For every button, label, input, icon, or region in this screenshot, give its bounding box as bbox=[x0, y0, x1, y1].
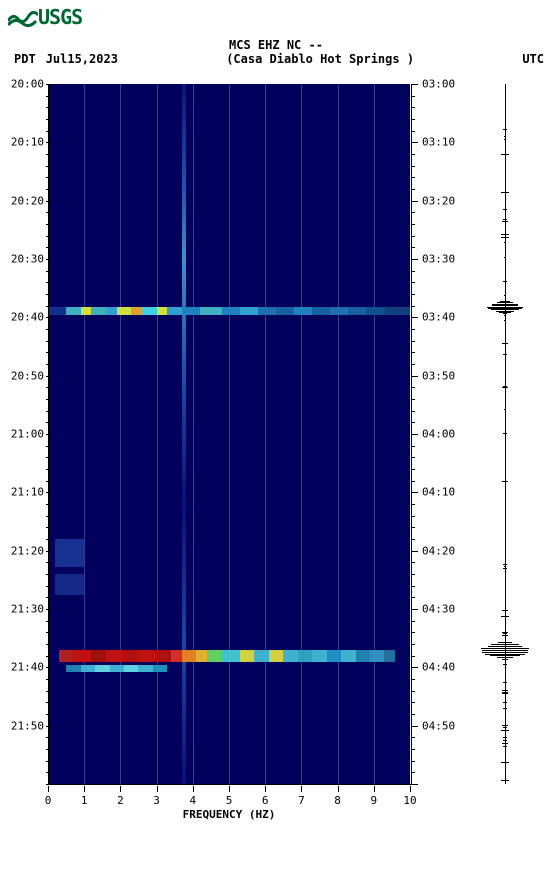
trace-burst bbox=[490, 655, 520, 656]
ytick-utc: 04:20 bbox=[422, 544, 455, 557]
usgs-logo: USGS bbox=[8, 4, 98, 30]
xtick: 8 bbox=[334, 794, 341, 807]
seismic-event-band bbox=[48, 307, 410, 315]
ytick-utc: 03:30 bbox=[422, 253, 455, 266]
ytick-utc: 04:10 bbox=[422, 486, 455, 499]
noise-patch bbox=[55, 574, 84, 595]
xtick: 6 bbox=[262, 794, 269, 807]
seismogram-trace bbox=[470, 84, 540, 784]
ytick-utc: 03:50 bbox=[422, 369, 455, 382]
spectrogram-canvas bbox=[48, 84, 410, 784]
ytick-utc: 04:50 bbox=[422, 719, 455, 732]
header-row: PDT Jul15,2023 (Casa Diablo Hot Springs … bbox=[14, 52, 544, 66]
spectrogram-plot bbox=[48, 84, 410, 784]
seismic-event-band bbox=[48, 665, 410, 672]
usgs-wave-icon bbox=[8, 7, 38, 27]
trace-burst bbox=[485, 654, 525, 655]
ytick-pdt: 21:50 bbox=[11, 719, 44, 732]
chart-title: MCS EHZ NC -- bbox=[0, 38, 552, 52]
ytick-pdt: 21:30 bbox=[11, 603, 44, 616]
gridline bbox=[84, 84, 85, 784]
gridline bbox=[265, 84, 266, 784]
xtick: 5 bbox=[226, 794, 233, 807]
ytick-utc: 04:30 bbox=[422, 603, 455, 616]
gridline bbox=[301, 84, 302, 784]
y-axis-left-pdt: 20:0020:1020:2020:3020:4020:5021:0021:10… bbox=[0, 84, 46, 784]
trace-burst bbox=[488, 646, 522, 647]
ytick-pdt: 20:00 bbox=[11, 78, 44, 91]
tz-left-label: PDT bbox=[14, 52, 36, 66]
trace-burst bbox=[491, 644, 520, 645]
ytick-pdt: 20:30 bbox=[11, 253, 44, 266]
gridline bbox=[338, 84, 339, 784]
gridline bbox=[193, 84, 194, 784]
xtick: 10 bbox=[403, 794, 416, 807]
ytick-pdt: 21:00 bbox=[11, 428, 44, 441]
gridline bbox=[120, 84, 121, 784]
ytick-pdt: 20:20 bbox=[11, 194, 44, 207]
ytick-utc: 03:20 bbox=[422, 194, 455, 207]
xtick: 9 bbox=[370, 794, 377, 807]
usgs-logo-text: USGS bbox=[38, 5, 82, 29]
xtick: 0 bbox=[45, 794, 52, 807]
xtick: 4 bbox=[189, 794, 196, 807]
ytick-pdt: 20:40 bbox=[11, 311, 44, 324]
tz-right-label: UTC bbox=[522, 52, 544, 66]
xtick: 7 bbox=[298, 794, 305, 807]
y-axis-right-utc: 03:0003:1003:2003:3003:4003:5004:0004:10… bbox=[412, 84, 460, 784]
seismic-event-band bbox=[48, 650, 410, 663]
vertical-frequency-spike bbox=[182, 84, 186, 784]
trace-burst bbox=[498, 642, 512, 643]
xtick: 2 bbox=[117, 794, 124, 807]
ytick-utc: 03:10 bbox=[422, 136, 455, 149]
ytick-pdt: 21:20 bbox=[11, 544, 44, 557]
ytick-utc: 03:40 bbox=[422, 311, 455, 324]
gridline bbox=[157, 84, 158, 784]
ytick-utc: 04:00 bbox=[422, 428, 455, 441]
xtick: 3 bbox=[153, 794, 160, 807]
ytick-pdt: 21:40 bbox=[11, 661, 44, 674]
trace-burst bbox=[482, 650, 529, 651]
xtick: 1 bbox=[81, 794, 88, 807]
ytick-utc: 04:40 bbox=[422, 661, 455, 674]
gridline bbox=[374, 84, 375, 784]
ytick-pdt: 20:50 bbox=[11, 369, 44, 382]
station-label: (Casa Diablo Hot Springs ) bbox=[118, 52, 522, 66]
trace-burst bbox=[482, 652, 527, 653]
ytick-pdt: 21:10 bbox=[11, 486, 44, 499]
trace-burst bbox=[481, 648, 529, 649]
ytick-pdt: 20:10 bbox=[11, 136, 44, 149]
x-axis-label: FREQUENCY (HZ) bbox=[48, 808, 410, 821]
noise-patch bbox=[55, 539, 84, 567]
date-label: Jul15,2023 bbox=[46, 52, 118, 66]
gridline bbox=[229, 84, 230, 784]
ytick-utc: 03:00 bbox=[422, 78, 455, 91]
